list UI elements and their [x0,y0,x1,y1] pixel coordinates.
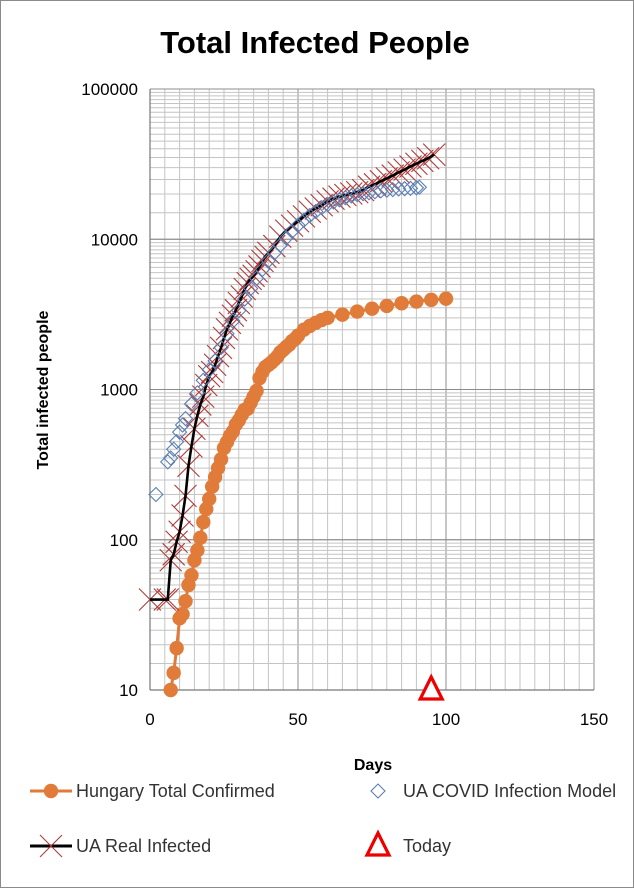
data-point-circle [394,296,409,311]
x-axis-title: Days [354,757,392,774]
data-point-diamond [319,196,336,213]
data-point-diamond [313,199,330,216]
data-point-diamond [207,353,223,369]
y-tick-label: 10000 [91,230,138,249]
data-point-diamond [384,181,401,198]
data-point-circle [409,294,424,309]
data-point-triangle [417,673,445,701]
legend-label: UA COVID Infection Model [403,781,616,801]
data-point-diamond [337,189,354,206]
data-point-circle [320,310,335,326]
data-point-diamond [278,230,294,246]
data-point-diamond [307,203,324,220]
data-point-diamond [373,183,389,199]
data-point-diamond [325,194,342,210]
series-triangle [417,673,445,701]
legend-label: UA Real Infected [76,836,211,856]
data-point-diamond [231,302,247,319]
legend-item: Today [364,829,451,857]
data-point-diamond [148,486,164,503]
legend-label: Hungary Total Confirmed [76,781,275,801]
tick-labels: 0 50 100 150 10 100 1000 10000 100000 [81,80,608,729]
data-point-diamond [168,433,185,450]
series-line [150,153,435,601]
data-point-circle [43,783,59,799]
series-diamond [148,179,428,503]
data-point-diamond [225,313,241,329]
x-tick-label: 150 [580,710,608,729]
y-tick-label: 100 [110,531,138,550]
axes [149,89,594,691]
data-point-diamond [162,450,179,466]
y-axis-title: Total infected people [35,310,52,469]
grid [149,88,595,691]
data-point-circle [178,593,193,609]
series-circle [163,291,454,698]
legend-item: UA COVID Infection Model [370,781,616,801]
data-point-diamond [219,325,235,342]
data-point-diamond [177,410,194,427]
legend-item: UA Real Infected [30,834,211,858]
data-point-diamond [402,180,419,197]
y-tick-label: 100000 [81,80,138,99]
legend-label: Today [403,836,451,856]
data-point-triangle [364,829,392,857]
data-point-circle [249,383,264,399]
data-point-circle [335,307,350,322]
data-point-diamond [213,339,229,356]
data-point-circle [202,491,217,507]
data-point-diamond [411,179,428,195]
data-point-circle [196,514,211,530]
chart-title: Total Infected People [160,25,469,60]
data-point-diamond [189,385,206,401]
y-tick-label: 1000 [100,381,138,400]
legend-item: Hungary Total Confirmed [30,781,275,801]
x-tick-label: 50 [289,710,308,729]
data-point-circle [424,292,439,308]
data-point-diamond [379,182,395,198]
data-point-circle [364,301,380,316]
data-point-cross [39,834,63,858]
data-point-circle [175,606,190,622]
data-point-diamond [284,223,300,240]
x-tick-label: 100 [432,710,460,729]
data-point-diamond [296,212,312,228]
data-point-circle [438,291,454,306]
data-point-diamond [302,207,318,224]
data-point-diamond [242,280,259,297]
data-point-circle [169,640,184,656]
data-point-circle [193,530,208,546]
data-point-diamond [236,291,253,307]
data-point-diamond [370,783,386,799]
data-point-circle [213,452,229,467]
data-point-diamond [396,180,413,197]
data-point-diamond [390,181,407,197]
data-point-circle [350,304,365,319]
series-x [138,143,446,611]
data-point-diamond [331,192,348,208]
legend: Hungary Total Confirmed UA COVID Infectio… [30,781,616,858]
data-point-diamond [174,417,191,433]
data-point-diamond [367,183,383,200]
data-point-circle [166,665,181,681]
data-point-diamond [195,372,212,389]
data-point-diamond [290,217,306,233]
data-point-circle [379,298,394,314]
data-point-diamond [159,454,176,470]
data-point-diamond [408,180,425,196]
data-point-circle [163,682,178,698]
data-point-circle [184,568,199,583]
data-point-circle [190,543,205,558]
y-tick-label: 10 [119,681,138,700]
data-point-diamond [183,396,200,412]
plot-area [138,143,454,701]
x-tick-label: 0 [145,710,154,729]
data-point-diamond [201,362,217,378]
data-point-diamond [248,270,265,287]
